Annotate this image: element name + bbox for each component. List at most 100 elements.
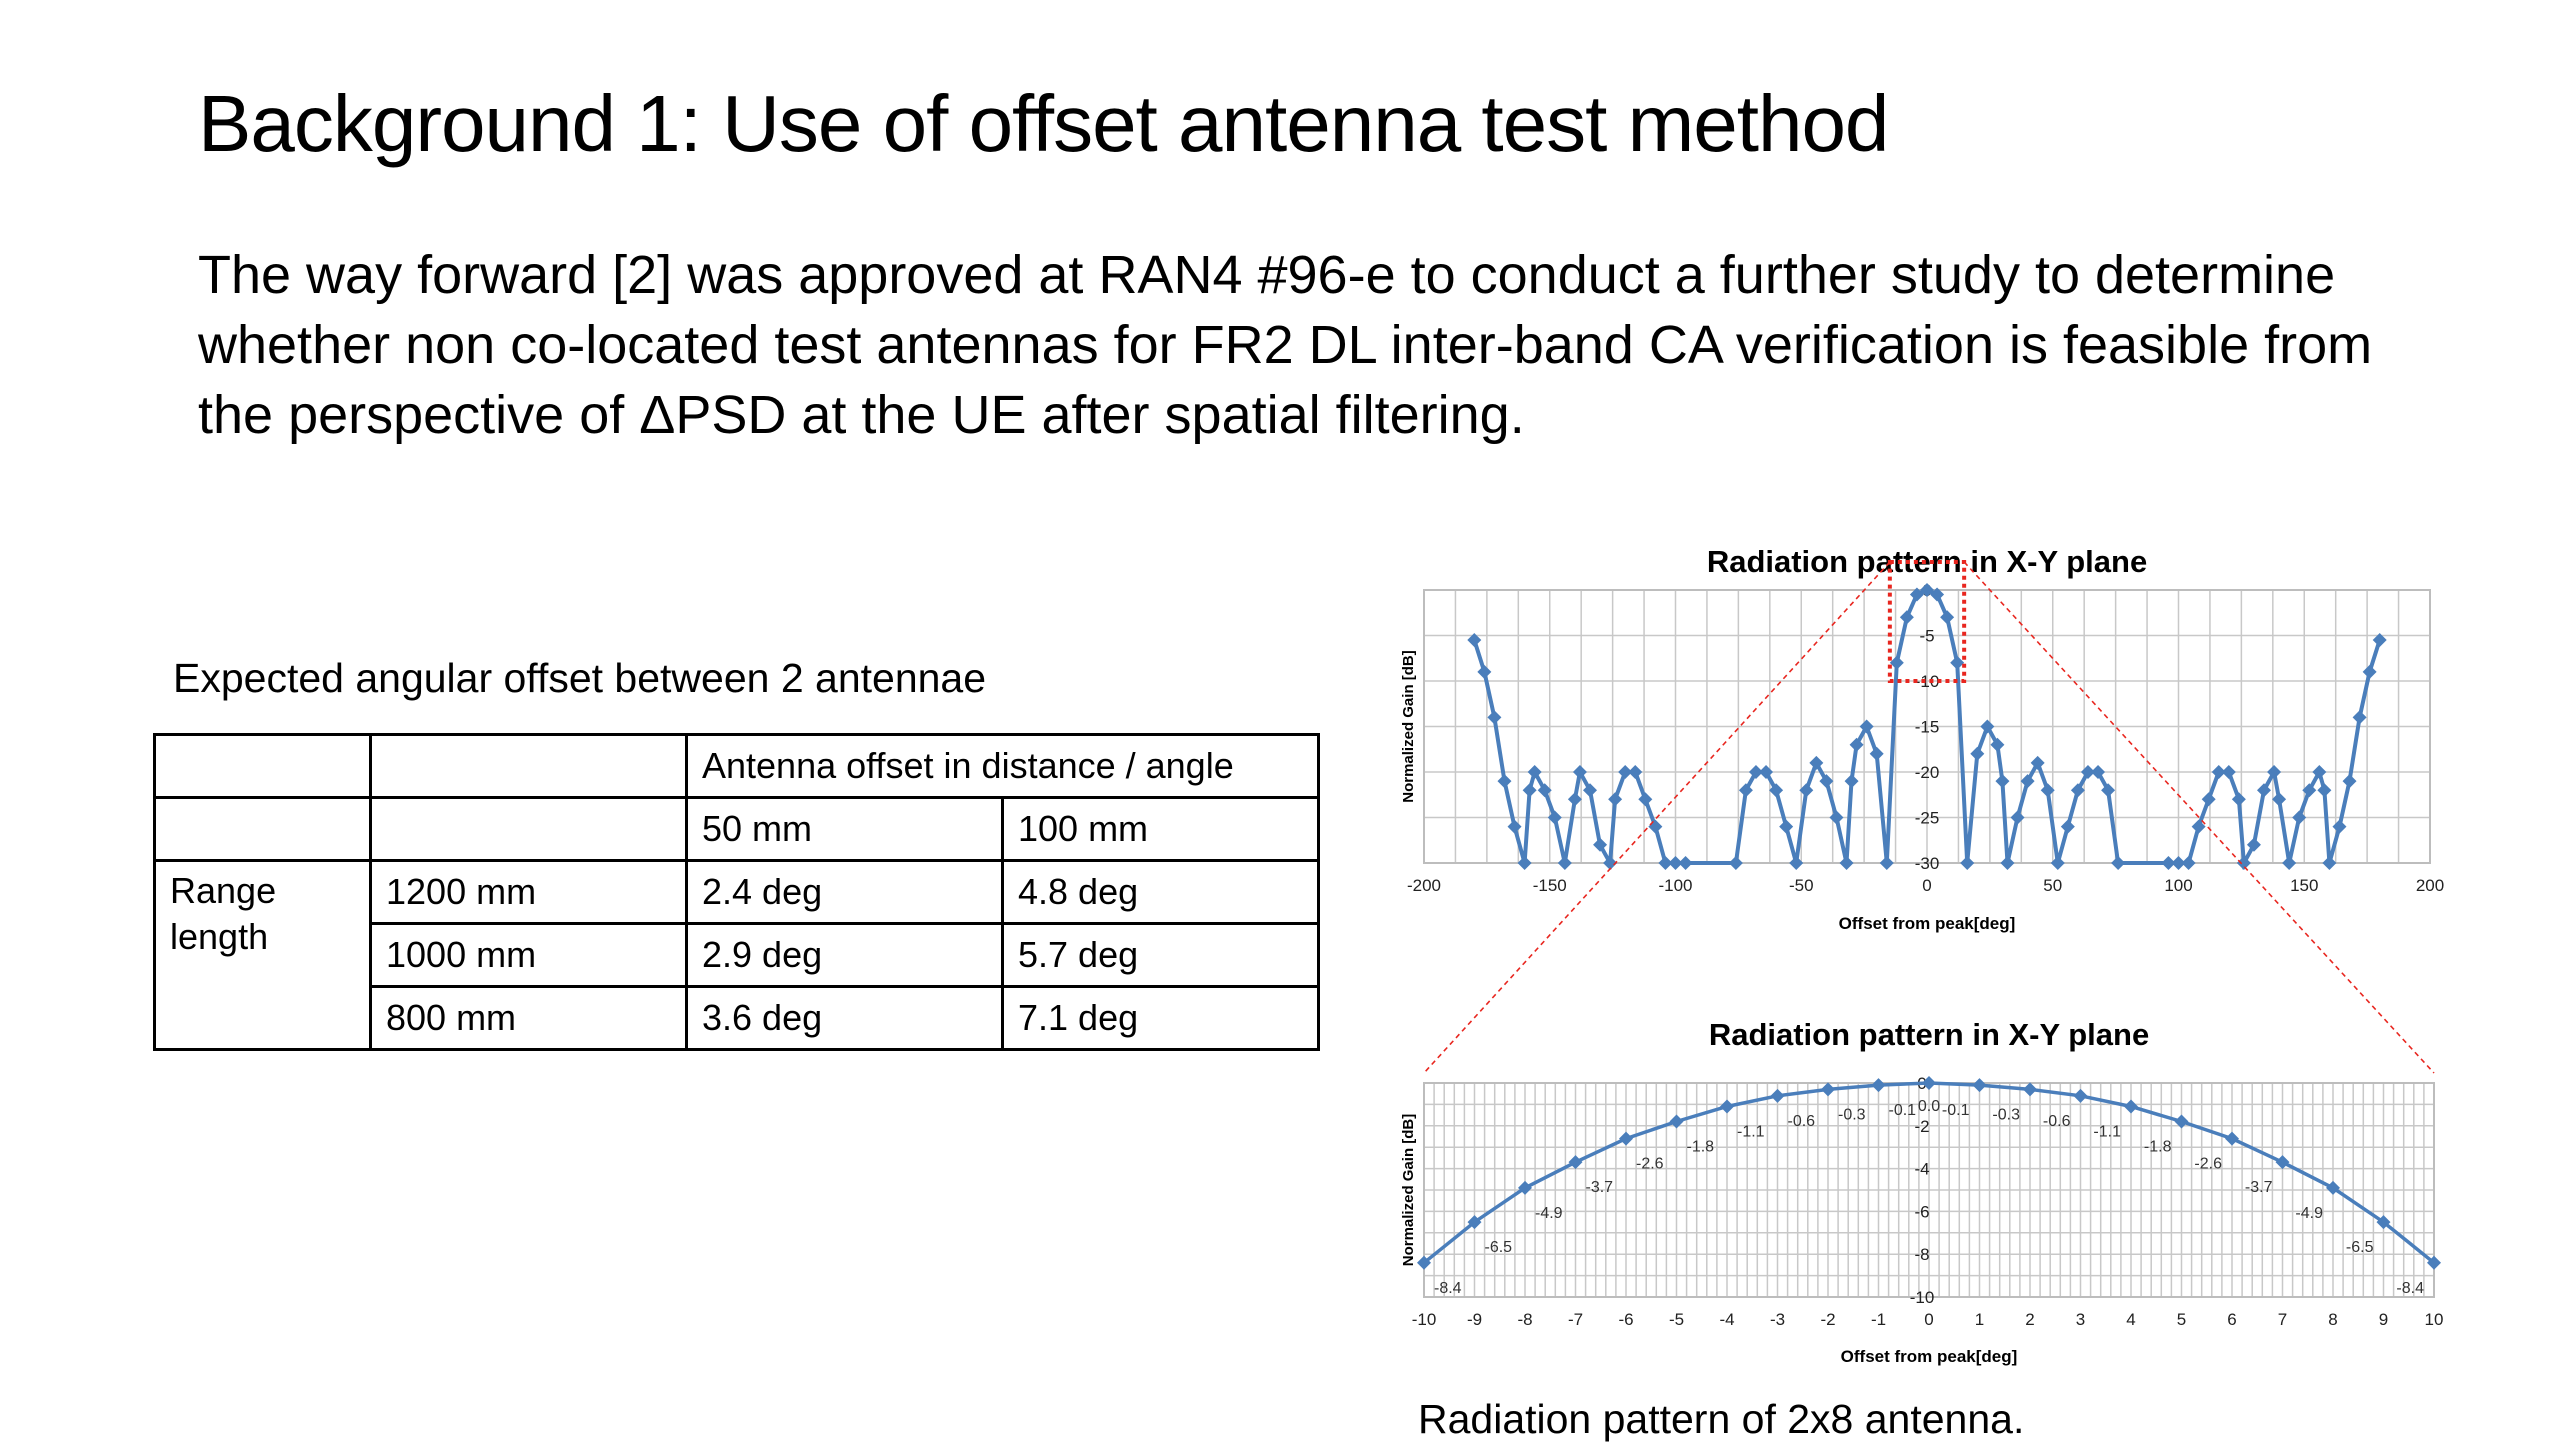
data-label: 0.0: [1918, 1098, 1940, 1115]
data-point: [2201, 792, 2216, 807]
data-point: [1980, 719, 1995, 734]
data-point: [1990, 737, 2005, 752]
data-label: -1.1: [1737, 1124, 1765, 1141]
data-point: [2312, 765, 2327, 779]
data-point: [1930, 587, 1945, 602]
value-cell: 2.4 deg: [685, 859, 1004, 925]
data-label: -0.6: [2043, 1113, 2071, 1130]
x-tick-label: 100: [2164, 876, 2192, 895]
value-cell: 7.1 deg: [1001, 985, 1320, 1051]
data-point: [2080, 765, 2095, 779]
zoom-indicator: [1423, 560, 2435, 1074]
x-tick-label: -200: [1407, 876, 1441, 895]
table-row: 800 mm 3.6 deg 7.1 deg: [155, 985, 1320, 1051]
x-tick-label: -50: [1789, 876, 1814, 895]
data-point: [1748, 765, 1763, 779]
data-point: [2275, 1155, 2290, 1170]
data-point: [2282, 856, 2297, 870]
data-label: -0.6: [1788, 1113, 1816, 1130]
chart-zoom: Radiation pattern in X-Y plane Offset fro…: [1400, 1017, 2443, 1366]
data-point: [2191, 819, 2206, 834]
x-axis-label: Offset from peak[deg]: [1841, 1347, 2018, 1366]
data-label: -8.4: [2396, 1280, 2424, 1297]
data-label: -0.1: [1942, 1102, 1970, 1119]
data-point: [2272, 792, 2287, 807]
data-point: [1467, 1215, 1482, 1230]
x-tick-label: -3: [1770, 1310, 1785, 1329]
data-point: [2091, 765, 2106, 779]
data-point: [2101, 783, 2116, 798]
x-tick-label: 9: [2379, 1310, 2388, 1329]
chart-title: Radiation pattern in X-Y plane: [1707, 544, 2147, 579]
data-point: [2427, 1255, 2441, 1270]
data-point: [1859, 719, 1874, 734]
data-point: [2050, 856, 2065, 870]
y-tick-label: -6: [1914, 1202, 1929, 1221]
plot-grid: [1423, 1082, 2435, 1298]
data-point: [1557, 856, 1572, 870]
data-label: -1.8: [1687, 1139, 1715, 1156]
data-point: [1618, 765, 1633, 779]
data-point: [1568, 1155, 1583, 1170]
data-point: [1809, 755, 1824, 770]
data-point: [1879, 856, 1894, 870]
row-group-label: Range length: [153, 859, 372, 1051]
group-header-cell: Antenna offset in distance / angle: [685, 733, 1320, 799]
data-point: [1638, 792, 1653, 807]
data-point: [2181, 856, 2196, 870]
data-point: [2023, 1082, 2037, 1097]
data-point: [1628, 765, 1643, 779]
x-tick-label: -4: [1719, 1310, 1734, 1329]
data-point: [1467, 633, 1482, 648]
empty-cell: [369, 733, 688, 799]
empty-cell: [369, 796, 688, 862]
data-point: [1759, 765, 1774, 779]
data-point: [1871, 1078, 1886, 1093]
data-point: [1829, 810, 1844, 825]
x-tick-label: 0: [1924, 1310, 1933, 1329]
range-cell: 1000 mm: [369, 922, 688, 988]
range-cell: 800 mm: [369, 985, 688, 1051]
y-tick-label: -5: [1919, 627, 1934, 646]
x-tick-label: -8: [1517, 1310, 1532, 1329]
data-point: [1567, 792, 1582, 807]
data-point: [1720, 1099, 1734, 1114]
zoom-connector-line: [1423, 561, 1891, 1074]
table-subheader-row: 50 mm 100 mm: [153, 796, 1320, 862]
x-tick-label: 6: [2227, 1310, 2236, 1329]
data-point: [1920, 583, 1934, 597]
data-point: [2124, 1099, 2138, 1114]
data-point: [1477, 664, 1492, 679]
data-point: [2171, 856, 2186, 870]
col-header-50mm: 50 mm: [685, 796, 1004, 862]
data-point: [2292, 810, 2307, 825]
data-point: [1922, 1076, 1936, 1090]
empty-cell: [153, 796, 372, 862]
data-label: -6.5: [1485, 1239, 1513, 1256]
data-point: [2236, 856, 2251, 870]
data-label: -0.3: [1838, 1106, 1866, 1123]
table-row: 1000 mm 2.9 deg 5.7 deg: [155, 922, 1320, 988]
zoom-connector-line: [1963, 561, 2435, 1074]
data-point: [2246, 837, 2261, 852]
x-tick-label: -2: [1820, 1310, 1835, 1329]
data-point: [1507, 819, 1522, 834]
data-point: [2030, 755, 2045, 770]
y-tick-label: -25: [1915, 809, 1940, 828]
data-point: [2376, 1215, 2391, 1230]
data-point: [1417, 1255, 1431, 1270]
value-cell: 4.8 deg: [1001, 859, 1320, 925]
x-tick-label: 7: [2278, 1310, 2287, 1329]
y-tick-label: -10: [1915, 672, 1940, 691]
x-tick-label: 1: [1975, 1310, 1984, 1329]
y-tick-label: -2: [1914, 1117, 1929, 1136]
data-label: -3.7: [1586, 1179, 1614, 1196]
x-tick-label: 200: [2416, 876, 2444, 895]
data-point: [1669, 1114, 1684, 1129]
data-point: [2073, 1088, 2088, 1103]
data-point: [1899, 610, 1914, 625]
x-tick-label: 5: [2177, 1310, 2186, 1329]
data-point: [2070, 783, 2085, 798]
data-point: [2060, 819, 2075, 834]
data-point: [1648, 819, 1663, 834]
